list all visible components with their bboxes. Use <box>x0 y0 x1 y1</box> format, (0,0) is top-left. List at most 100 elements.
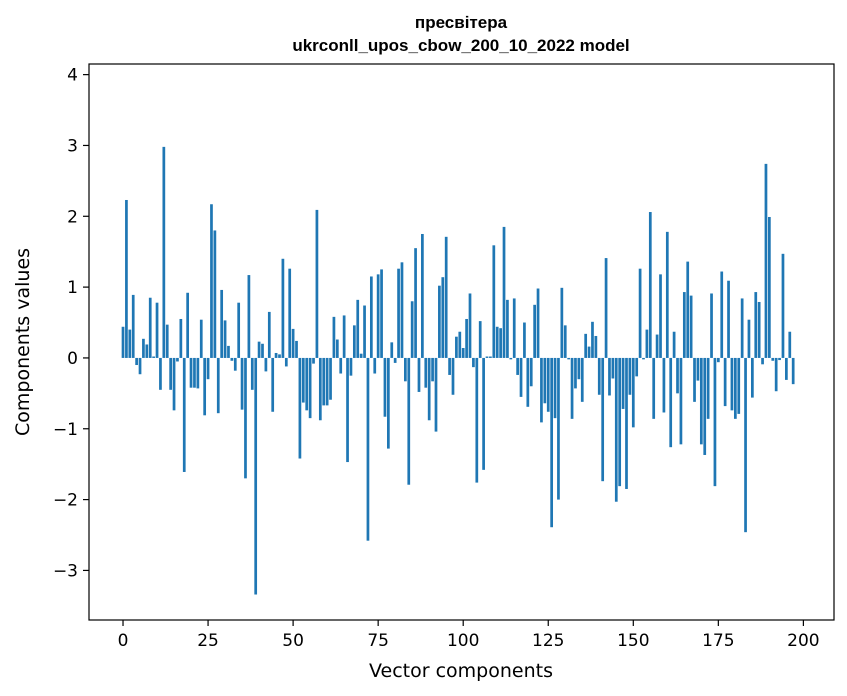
bar-131 <box>567 357 571 360</box>
bar-125 <box>546 357 550 412</box>
bar-102 <box>468 293 472 358</box>
bar-54 <box>305 357 309 411</box>
bar-183 <box>744 357 747 533</box>
bar-176 <box>720 271 724 358</box>
bar-94 <box>441 277 445 358</box>
bar-194 <box>781 253 785 358</box>
x-tick-label: 125 <box>532 631 564 651</box>
bar-178 <box>727 280 730 358</box>
bar-101 <box>465 318 468 358</box>
bar-37 <box>247 275 251 358</box>
bar-156 <box>652 357 656 419</box>
bar-105 <box>478 321 482 358</box>
bar-6 <box>142 338 145 358</box>
bar-42 <box>264 357 268 372</box>
bar-8 <box>148 297 152 358</box>
bar-58 <box>318 357 322 421</box>
bar-134 <box>577 357 581 380</box>
y-tick-label: 2 <box>67 207 78 227</box>
bar-193 <box>778 357 781 361</box>
bar-25 <box>206 357 210 380</box>
bar-187 <box>757 301 761 358</box>
bar-169 <box>696 357 700 381</box>
y-axis-label: Components values <box>12 248 34 436</box>
bar-195 <box>785 357 788 380</box>
y-tick-label: −1 <box>53 420 78 440</box>
bar-16 <box>176 357 179 362</box>
bar-50 <box>291 328 295 358</box>
bar-115 <box>512 298 516 358</box>
bar-64 <box>339 357 343 374</box>
bar-177 <box>723 357 727 407</box>
bar-26 <box>210 204 213 358</box>
bar-93 <box>438 285 441 358</box>
bar-145 <box>614 357 618 502</box>
bar-161 <box>669 357 673 448</box>
bar-138 <box>591 321 594 358</box>
bar-118 <box>523 322 526 358</box>
bar-9 <box>152 356 155 358</box>
bar-186 <box>754 292 758 358</box>
bar-174 <box>713 357 717 487</box>
bar-129 <box>560 287 564 358</box>
bar-87 <box>417 357 421 392</box>
bar-31 <box>227 345 230 358</box>
bar-164 <box>679 357 683 445</box>
bar-133 <box>574 357 577 389</box>
bar-56 <box>312 357 315 364</box>
bar-28 <box>216 357 220 414</box>
bar-72 <box>366 357 370 541</box>
bar-33 <box>233 357 237 371</box>
bar-160 <box>665 231 669 358</box>
bar-197 <box>791 357 795 385</box>
bar-104 <box>475 357 479 483</box>
bar-20 <box>189 357 193 388</box>
bar-108 <box>489 356 492 358</box>
bar-83 <box>404 357 407 382</box>
bar-48 <box>284 357 288 367</box>
bar-51 <box>295 340 298 358</box>
bar-85 <box>410 301 414 358</box>
x-axis-label: Vector components <box>369 660 553 682</box>
bar-84 <box>407 357 411 485</box>
y-tick-label: −2 <box>53 491 78 511</box>
bar-111 <box>499 328 502 358</box>
bar-173 <box>710 293 713 358</box>
bar-62 <box>332 316 336 358</box>
bar-126 <box>550 357 554 528</box>
bar-52 <box>298 357 302 459</box>
bar-89 <box>424 357 428 388</box>
bar-66 <box>346 357 349 463</box>
bar-1 <box>125 199 128 358</box>
bar-154 <box>645 329 649 358</box>
bar-73 <box>369 276 373 358</box>
bar-0 <box>121 326 125 358</box>
bar-81 <box>397 268 400 358</box>
bar-7 <box>145 344 149 358</box>
bar-135 <box>580 357 584 402</box>
bar-158 <box>659 274 662 358</box>
bar-55 <box>308 357 312 419</box>
bar-190 <box>768 216 771 358</box>
bar-53 <box>301 357 305 403</box>
bar-113 <box>506 299 509 358</box>
bar-127 <box>553 357 557 419</box>
bar-32 <box>230 357 234 361</box>
bar-122 <box>536 288 540 358</box>
x-axis: 0 25 50 75 100 125 150 175 200 <box>118 620 820 651</box>
bar-136 <box>584 333 588 358</box>
bar-46 <box>278 354 281 358</box>
bar-148 <box>625 357 628 489</box>
bar-70 <box>359 353 363 358</box>
bar-139 <box>594 335 598 358</box>
bar-100 <box>461 348 465 358</box>
bar-71 <box>363 305 366 358</box>
bar-69 <box>356 299 360 358</box>
bar-11 <box>159 357 162 390</box>
bar-77 <box>383 357 387 417</box>
bar-142 <box>604 258 608 358</box>
bar-30 <box>223 320 227 358</box>
bar-67 <box>349 357 353 376</box>
bar-181 <box>737 357 741 414</box>
bar-13 <box>165 324 169 358</box>
